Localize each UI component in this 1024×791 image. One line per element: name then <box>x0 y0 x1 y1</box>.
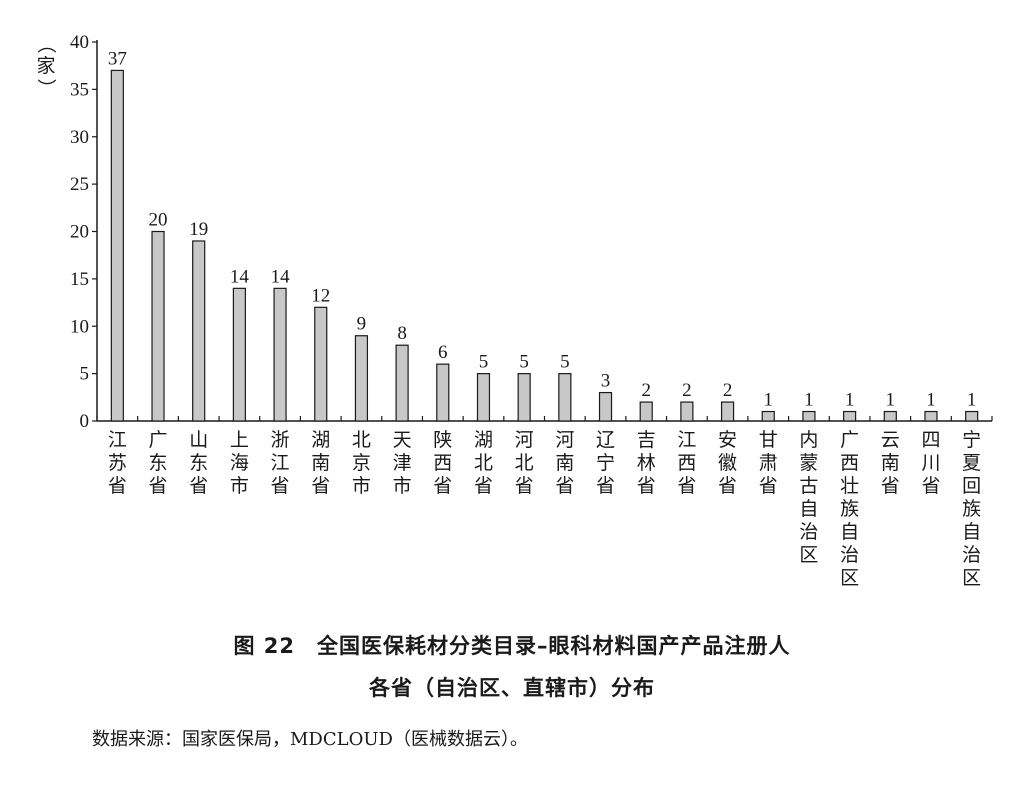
bar <box>720 401 735 422</box>
y-tick-label: 35 <box>70 79 89 100</box>
data-label: 2 <box>723 380 733 401</box>
data-label: 14 <box>230 266 250 287</box>
x-category-label: 河北省 <box>515 429 534 497</box>
data-label: 2 <box>641 380 651 401</box>
x-category-label: 天津市 <box>393 429 412 497</box>
bar-chart: 0510152025303540（家）37江苏省20广东省19山东省14上海市1… <box>35 32 993 589</box>
y-axis-unit-char: （ <box>35 34 57 53</box>
y-tick-label: 30 <box>70 127 89 148</box>
y-tick-label: 25 <box>70 174 89 195</box>
data-label: 5 <box>479 352 489 373</box>
figure-caption-line2: 各省（自治区、直辖市）分布 <box>369 676 655 700</box>
bar <box>680 401 694 422</box>
x-category-label: 上海市 <box>230 429 249 497</box>
x-category-label: 江苏省 <box>108 429 127 497</box>
data-label: 5 <box>519 352 529 373</box>
x-category-label: 广东省 <box>149 429 168 497</box>
data-label: 1 <box>845 390 855 411</box>
bar <box>639 401 653 422</box>
bar <box>761 410 775 422</box>
x-category-label: 辽宁省 <box>596 429 615 497</box>
x-category-label: 云南省 <box>881 429 900 497</box>
x-category-label: 河南省 <box>555 429 574 497</box>
y-tick-label: 0 <box>80 411 90 432</box>
bar <box>314 306 328 422</box>
bar <box>110 69 124 422</box>
y-tick-label: 10 <box>70 316 89 337</box>
x-category-label: 湖北省 <box>474 429 493 497</box>
x-category-label: 广西壮族自治区 <box>840 429 859 589</box>
data-label: 37 <box>108 48 127 69</box>
data-label: 5 <box>560 352 570 373</box>
y-tick-label: 20 <box>70 222 89 243</box>
data-label: 8 <box>397 323 407 344</box>
x-category-label: 浙江省 <box>271 429 290 497</box>
y-tick-label: 15 <box>70 269 89 290</box>
x-category-label: 吉林省 <box>637 429 656 497</box>
bar <box>598 391 613 422</box>
data-label: 20 <box>149 210 168 231</box>
data-source-note: 数据来源：国家医保局，MDCLOUD（医械数据云）。 <box>92 729 528 750</box>
bar <box>436 363 450 422</box>
data-label: 1 <box>886 390 896 411</box>
x-category-label: 北京市 <box>352 429 371 497</box>
x-category-label: 陕西省 <box>433 429 452 497</box>
data-label: 1 <box>804 390 814 411</box>
y-axis-unit-char: ） <box>35 78 57 97</box>
bar <box>843 410 857 422</box>
y-tick-label: 40 <box>70 32 89 53</box>
bar <box>354 335 369 422</box>
bar <box>476 373 491 422</box>
bar <box>232 287 246 422</box>
data-label: 1 <box>926 390 936 411</box>
data-label: 3 <box>601 371 611 392</box>
y-tick-label: 5 <box>80 364 90 385</box>
bar <box>802 410 816 422</box>
x-category-label: 安徽省 <box>718 429 737 497</box>
data-label: 2 <box>682 380 692 401</box>
data-label: 12 <box>311 285 330 306</box>
bar <box>395 344 409 422</box>
x-category-label: 山东省 <box>189 429 208 497</box>
data-label: 14 <box>271 266 291 287</box>
x-category-label: 四川省 <box>921 429 940 497</box>
y-axis-unit-label: （ 家） <box>35 34 57 97</box>
x-category-label: 内蒙古自治区 <box>799 429 818 566</box>
bar <box>273 287 287 422</box>
bar <box>192 240 206 422</box>
bar <box>883 410 897 422</box>
data-label: 1 <box>764 390 774 411</box>
data-label: 19 <box>189 219 208 240</box>
x-category-label: 江西省 <box>677 429 696 497</box>
data-label: 6 <box>438 342 448 363</box>
bar <box>151 230 165 422</box>
y-axis-unit-char: 家 <box>36 55 55 77</box>
bar <box>558 373 572 422</box>
bar <box>965 410 979 422</box>
bar <box>517 373 531 422</box>
bar <box>924 410 938 422</box>
x-category-label: 宁夏回族自治区 <box>962 429 981 589</box>
data-label: 9 <box>357 314 367 335</box>
data-label: 1 <box>967 390 977 411</box>
figure-caption-line1: 图 22 全国医保耗材分类目录–眼科材料国产产品注册人 <box>233 634 791 658</box>
x-category-label: 湖南省 <box>311 429 330 497</box>
x-category-label: 甘肃省 <box>759 429 778 497</box>
